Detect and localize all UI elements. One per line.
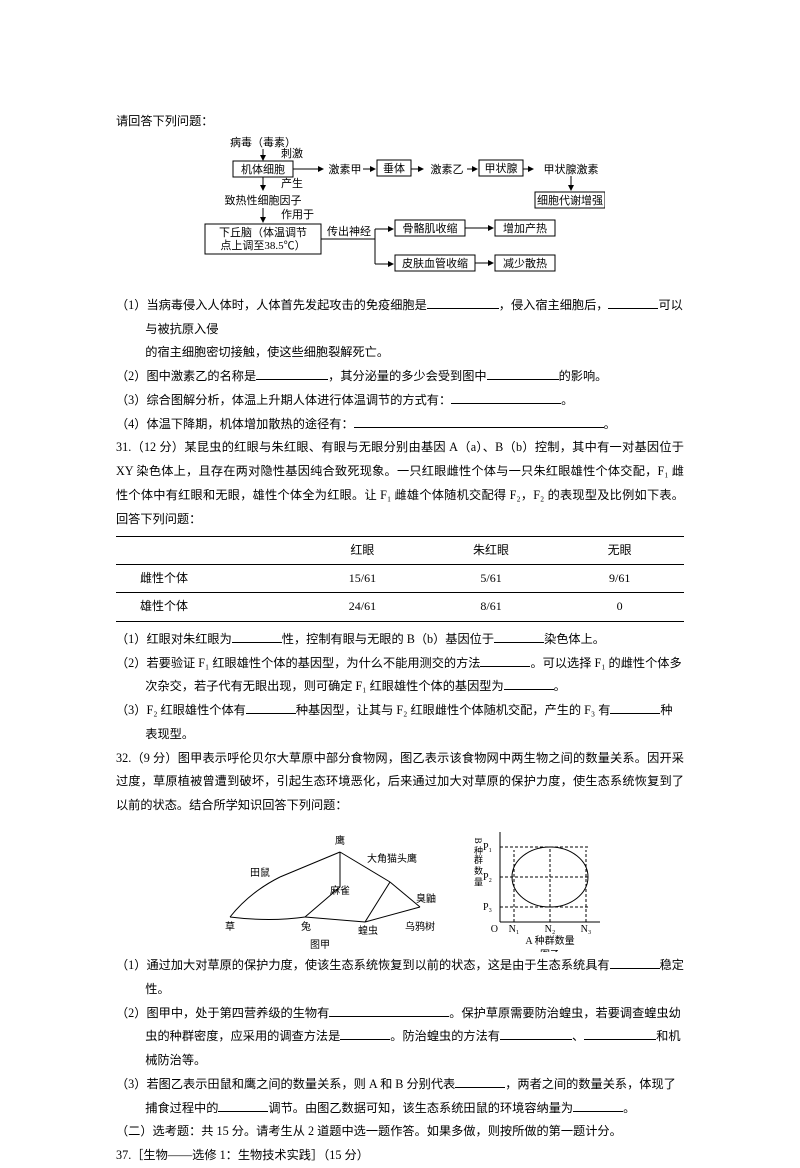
svg-text:点上调至38.5℃）: 点上调至38.5℃）: [220, 239, 305, 252]
q30-1: （1）当病毒侵入人体时，人体首先发起攻击的免疫细胞是，侵入宿主细胞后，可以与被抗…: [116, 294, 684, 342]
opening-line: 请回答下列问题：: [116, 110, 684, 134]
svg-text:田鼠: 田鼠: [250, 866, 270, 879]
q30-2: （2）图中激素乙的名称是，其分泌量的多少会受到图中的影响。: [116, 365, 684, 389]
svg-text:产生: 产生: [281, 176, 303, 190]
svg-text:图甲: 图甲: [310, 939, 330, 951]
svg-text:P₂: P₂: [483, 872, 492, 883]
flow-diagram: 病毒（毒素） 刺激 机体细胞 产生 致热性细胞因子 作用于 下丘脑（体温调节 点…: [116, 134, 684, 294]
q31-head: 31.（12 分）某昆虫的红眼与朱红眼、有眼与无眼分别由基因 A（a）、B（b）…: [116, 436, 684, 531]
svg-text:致热性细胞因子: 致热性细胞因子: [225, 193, 302, 207]
page-root: 请回答下列问题： 病毒（毒素） 刺激 机体细胞 产生 致热性细胞因子 作用于 下…: [0, 0, 800, 1131]
q30-4: （4）体温下降期，机体增加散热的途径有：。: [116, 413, 684, 437]
f2-table: 红眼朱红眼无眼 雌性个体15/615/619/61 雄性个体24/618/610: [116, 536, 684, 622]
svg-text:臭鼬: 臭鼬: [416, 892, 436, 905]
svg-text:增加产热: 增加产热: [503, 221, 547, 235]
svg-text:作用于: 作用于: [281, 208, 314, 221]
svg-text:P₃: P₃: [483, 902, 492, 913]
svg-text:甲状腺: 甲状腺: [485, 161, 518, 175]
q30-3: （3）综合图解分析，体温上升期人体进行体温调节的方式有：。: [116, 389, 684, 413]
svg-text:兔: 兔: [301, 920, 311, 933]
svg-text:激素乙: 激素乙: [431, 162, 464, 176]
svg-text:P₁: P₁: [483, 842, 492, 853]
svg-text:蝗虫: 蝗虫: [358, 924, 378, 937]
svg-text:下丘脑（体温调节: 下丘脑（体温调节: [219, 225, 307, 239]
svg-text:减少散热: 减少散热: [503, 256, 547, 270]
q31-3: （3）F₂ 红眼雄性个体有种基因型，让其与 F₂ 红眼雌性个体随机交配，产生的 …: [116, 699, 684, 747]
q31-2: （2）若要验证 F₁ 红眼雄性个体的基因型，为什么不能用测交的方法。可以选择 F…: [116, 652, 684, 700]
svg-text:麻雀: 麻雀: [330, 884, 350, 897]
q32-2: （2）图甲中，处于第四营养级的生物有。保护草原需要防治蝗虫，若要调查蝗虫幼虫的种…: [116, 1002, 684, 1073]
svg-text:垂体: 垂体: [383, 161, 405, 175]
svg-text:皮肤血管收缩: 皮肤血管收缩: [402, 256, 468, 270]
svg-text:骨骼肌收缩: 骨骼肌收缩: [403, 221, 458, 235]
svg-text:N₁: N₁: [509, 924, 520, 935]
svg-text:细胞代谢增强: 细胞代谢增强: [537, 193, 603, 207]
n-virus: 病毒（毒素）: [230, 135, 296, 149]
svg-text:B 种群 数 量: B 种群 数 量: [473, 838, 483, 887]
svg-text:鹰: 鹰: [335, 834, 345, 847]
svg-text:传出神经: 传出神经: [327, 224, 371, 238]
svg-text:图乙: 图乙: [540, 949, 560, 952]
q32-1: （1）通过加大对草原的保护力度，使该生态系统恢复到以前的状态，这是由于生态系统具…: [116, 954, 684, 1002]
svg-text:大角猫头鹰: 大角猫头鹰: [367, 852, 417, 865]
svg-text:乌鸦树: 乌鸦树: [405, 920, 435, 933]
svg-text:刺激: 刺激: [281, 146, 303, 160]
q32-head: 32.（9 分）图甲表示呼伦贝尔大草原中部分食物网，图乙表示该食物网中两生物之间…: [116, 747, 684, 818]
svg-text:激素甲: 激素甲: [329, 162, 362, 176]
svg-text:N₃: N₃: [581, 924, 592, 935]
svg-text:机体细胞: 机体细胞: [241, 162, 285, 176]
q31-1: （1）红眼对朱红眼为性，控制有眼与无眼的 B（b）基因位于染色体上。: [116, 628, 684, 652]
svg-text:O: O: [491, 924, 498, 935]
optional-head: （二）选考题：共 15 分。请考生从 2 道题中选一题作答。如果多做，则按所做的…: [116, 1120, 684, 1144]
q37-head: 37.［生物——选修 1：生物技术实践］（15 分）: [116, 1144, 684, 1168]
svg-text:草: 草: [225, 921, 235, 933]
svg-text:A 种群数量: A 种群数量: [525, 934, 574, 947]
q32-figures: 鹰 大角猫头鹰 麻雀 臭鼬 田鼠 兔 蝗虫 乌鸦树 草 图甲 P₁ P: [116, 822, 684, 952]
svg-text:N₂: N₂: [545, 924, 556, 935]
q32-3: （3）若图乙表示田鼠和鹰之间的数量关系，则 A 和 B 分别代表，两者之间的数量…: [116, 1073, 684, 1121]
svg-text:甲状腺激素: 甲状腺激素: [544, 162, 599, 176]
